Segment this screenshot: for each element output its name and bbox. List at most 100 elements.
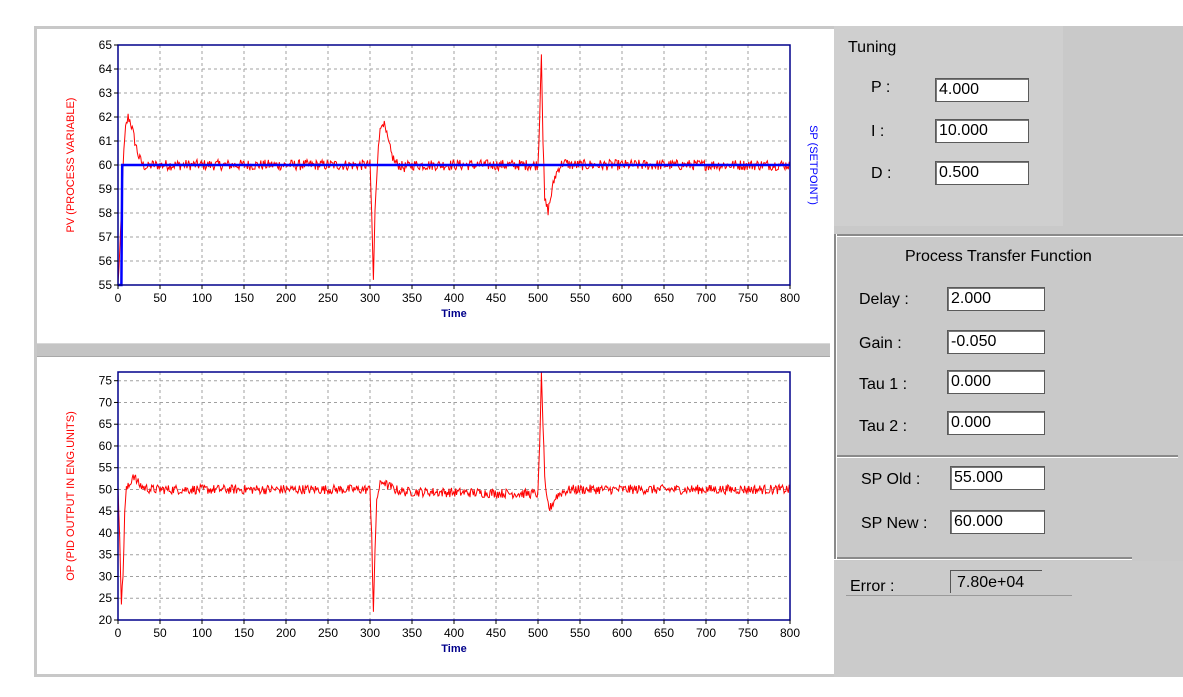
x-tick-label: 200 <box>276 291 296 305</box>
y2-axis-label: SP (SETPOINT) <box>807 125 819 205</box>
y-tick-label: 40 <box>99 526 113 540</box>
tau2-label: Tau 2 : <box>859 418 908 435</box>
x-tick-label: 800 <box>780 626 800 640</box>
y-tick-label: 50 <box>99 482 113 496</box>
y-tick-label: 64 <box>99 62 113 76</box>
y-tick-label: 25 <box>99 591 113 605</box>
y-axis-label: PV (PROCESS VARIABLE) <box>65 98 77 233</box>
x-tick-label: 500 <box>528 291 548 305</box>
y-tick-label: 60 <box>99 439 113 453</box>
delay-input[interactable] <box>947 287 1045 311</box>
x-tick-label: 550 <box>570 291 590 305</box>
x-tick-label: 550 <box>570 626 590 640</box>
separator-transfer <box>837 455 1178 458</box>
chart-area-border-left <box>34 27 37 677</box>
tau1-input[interactable] <box>947 370 1045 394</box>
x-tick-label: 250 <box>318 291 338 305</box>
y-tick-label: 58 <box>99 206 113 220</box>
x-tick-label: 350 <box>402 291 422 305</box>
transfer-group: Process Transfer Function Delay : Gain :… <box>837 238 1178 558</box>
p-input[interactable] <box>935 78 1029 102</box>
tuning-title: Tuning <box>848 39 897 56</box>
x-tick-label: 50 <box>153 291 167 305</box>
sp-old-label: SP Old : <box>861 471 921 488</box>
y-tick-label: 57 <box>99 230 113 244</box>
sp-series-line <box>118 163 790 287</box>
x-tick-label: 300 <box>360 291 380 305</box>
x-tick-label: 0 <box>115 626 122 640</box>
d-label: D : <box>871 165 892 182</box>
gain-label: Gain : <box>859 335 902 352</box>
i-label: I : <box>871 123 885 140</box>
y-tick-label: 30 <box>99 569 113 583</box>
y-tick-label: 55 <box>99 461 113 475</box>
pv-series-line <box>117 371 791 612</box>
y-tick-label: 62 <box>99 110 113 124</box>
y-tick-label: 75 <box>99 374 113 388</box>
x-tick-label: 400 <box>444 626 464 640</box>
x-tick-label: 250 <box>318 626 338 640</box>
x-tick-label: 600 <box>612 291 632 305</box>
y-tick-label: 65 <box>99 38 113 52</box>
error-group: Error : 7.80e+04 <box>834 561 1183 677</box>
tau1-label: Tau 1 : <box>859 376 908 393</box>
separator-vertical <box>834 234 837 559</box>
x-tick-label: 450 <box>486 291 506 305</box>
error-value: 7.80e+04 <box>950 570 1042 593</box>
x-tick-label: 600 <box>612 626 632 640</box>
x-tick-label: 700 <box>696 291 716 305</box>
x-tick-label: 100 <box>192 626 212 640</box>
error-label: Error : <box>850 578 895 595</box>
tuning-group: Tuning P : I : D : <box>834 26 1063 226</box>
tau2-input[interactable] <box>947 411 1045 435</box>
separator-error <box>834 557 1132 560</box>
transfer-title: Process Transfer Function <box>905 248 1092 265</box>
x-tick-label: 150 <box>234 626 254 640</box>
x-tick-label: 300 <box>360 626 380 640</box>
y-tick-label: 65 <box>99 417 113 431</box>
x-tick-label: 650 <box>654 626 674 640</box>
x-tick-label: 50 <box>153 626 167 640</box>
chart-splitter[interactable] <box>37 343 830 357</box>
y-tick-label: 60 <box>99 158 113 172</box>
x-tick-label: 700 <box>696 626 716 640</box>
i-input[interactable] <box>935 119 1029 143</box>
x-tick-label: 100 <box>192 291 212 305</box>
gain-input[interactable] <box>947 330 1045 354</box>
x-tick-label: 350 <box>402 626 422 640</box>
x-tick-label: 500 <box>528 626 548 640</box>
sp-new-input[interactable] <box>950 510 1045 534</box>
op-chart: 0 50 100 150 200 250 300 350 400 450 500 550 600 650 7… <box>65 371 800 655</box>
p-label: P : <box>871 79 891 96</box>
error-underline <box>846 595 1072 596</box>
y-tick-label: 63 <box>99 86 113 100</box>
x-tick-label: 0 <box>115 291 122 305</box>
x-tick-label: 150 <box>234 291 254 305</box>
y-tick-label: 56 <box>99 254 113 268</box>
delay-label: Delay : <box>859 291 909 308</box>
y-tick-label: 55 <box>99 278 113 292</box>
y-tick-label: 20 <box>99 613 113 627</box>
y-tick-label: 35 <box>99 548 113 562</box>
y-tick-label: 59 <box>99 182 113 196</box>
x-axis-label: Time <box>441 308 466 320</box>
x-tick-label: 200 <box>276 626 296 640</box>
chart-area-border-bottom <box>34 674 834 677</box>
x-tick-label: 450 <box>486 626 506 640</box>
chart-area-border-top <box>34 26 834 29</box>
pv-sp-chart: 0 50 100 150 200 250 300 350 400 450 500 550 600 650 7… <box>65 38 819 320</box>
y-axis-label: OP (PID OUTPUT IN ENG.UNITS) <box>65 411 77 581</box>
x-tick-label: 800 <box>780 291 800 305</box>
control-panel: Tuning P : I : D : Process Transfer Func… <box>834 26 1183 677</box>
y-tick-label: 45 <box>99 504 113 518</box>
x-tick-label: 650 <box>654 291 674 305</box>
x-tick-label: 750 <box>738 626 758 640</box>
y-tick-label: 61 <box>99 134 113 148</box>
x-axis-label: Time <box>441 643 466 655</box>
separator-tuning <box>834 234 1183 237</box>
y-tick-label: 70 <box>99 395 113 409</box>
x-tick-label: 750 <box>738 291 758 305</box>
sp-old-input[interactable] <box>950 466 1045 490</box>
d-input[interactable] <box>935 161 1029 185</box>
